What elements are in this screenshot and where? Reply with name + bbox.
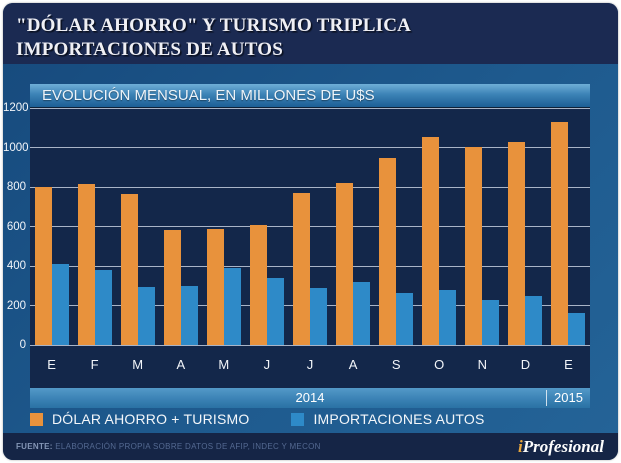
bar-importaciones-autos-8 [396, 293, 413, 345]
logo-profesional: Profesional [522, 437, 604, 456]
title-line-2: IMPORTACIONES DE AUTOS [16, 39, 283, 60]
logo-i: i [518, 437, 523, 456]
legend-label-importaciones-autos: IMPORTACIONES AUTOS [313, 411, 485, 427]
bar-dolar-ahorro-turismo-7 [336, 183, 353, 345]
gridline-1000 [30, 147, 590, 148]
bar-dolar-ahorro-turismo-4 [207, 229, 224, 345]
bars-layer [30, 107, 590, 346]
gridline-400 [30, 265, 590, 267]
x-tick-6: J [306, 357, 314, 372]
gridline-600 [30, 226, 590, 227]
bar-importaciones-autos-1 [95, 270, 112, 345]
x-tick-11: D [520, 357, 531, 372]
iprofesional-logo: iProfesional [518, 438, 604, 455]
y-tick-400: 400 [6, 260, 26, 272]
x-tick-9: O [434, 357, 445, 372]
chart-area: EVOLUCIÓN MENSUAL, EN MILLONES DE U$S 0 2… [3, 64, 618, 433]
x-tick-2: M [132, 357, 144, 372]
x-tick-8: S [391, 357, 401, 372]
chart-subtitle: EVOLUCIÓN MENSUAL, EN MILLONES DE U$S [42, 87, 375, 104]
bar-dolar-ahorro-turismo-3 [164, 230, 181, 345]
bar-dolar-ahorro-turismo-11 [508, 142, 525, 345]
footer: FUENTE: ELABORACIÓN PROPIA SOBRE DATOS D… [3, 433, 618, 460]
year-label-2015: 2015 [554, 390, 583, 405]
title-block: "DÓLAR AHORRO" Y TURISMO TRIPLICA IMPORT… [3, 3, 618, 64]
y-tick-0: 0 [19, 339, 26, 351]
bar-importaciones-autos-9 [439, 290, 456, 345]
year-band: 2014 2015 [30, 388, 590, 408]
bar-importaciones-autos-6 [310, 288, 327, 345]
x-tick-7: A [348, 357, 358, 372]
bar-dolar-ahorro-turismo-6 [293, 193, 310, 345]
gridline-0 [30, 344, 590, 346]
legend-swatch-importaciones-autos [291, 412, 305, 426]
bar-dolar-ahorro-turismo-12 [551, 122, 568, 345]
y-tick-1200: 1200 [3, 102, 29, 114]
bar-importaciones-autos-4 [224, 268, 241, 345]
title-line-1: "DÓLAR AHORRO" Y TURISMO TRIPLICA [16, 15, 412, 36]
x-tick-0: E [47, 357, 56, 372]
bar-importaciones-autos-2 [138, 287, 155, 345]
y-tick-800: 800 [6, 181, 26, 193]
legend-swatch-dolar-ahorro [30, 412, 43, 426]
gridline-800 [30, 186, 590, 188]
bar-dolar-ahorro-turismo-1 [78, 184, 95, 345]
y-tick-1000: 1000 [3, 141, 29, 154]
bar-dolar-ahorro-turismo-2 [121, 194, 138, 345]
source-label: FUENTE: [16, 442, 53, 451]
bar-importaciones-autos-10 [482, 300, 499, 345]
bar-importaciones-autos-11 [525, 296, 542, 345]
infographic-card: "DÓLAR AHORRO" Y TURISMO TRIPLICA IMPORT… [3, 3, 618, 460]
bar-dolar-ahorro-turismo-9 [422, 137, 439, 345]
bar-importaciones-autos-7 [353, 282, 370, 345]
bar-importaciones-autos-5 [267, 278, 284, 345]
gridline-1200 [30, 107, 590, 109]
x-tick-10: N [477, 357, 488, 372]
x-tick-4: M [218, 357, 230, 372]
year-divider [546, 390, 547, 406]
x-tick-3: A [176, 357, 186, 372]
bar-importaciones-autos-12 [568, 313, 585, 345]
bar-importaciones-autos-3 [181, 286, 198, 345]
bar-dolar-ahorro-turismo-0 [35, 187, 52, 345]
year-label-2014: 2014 [295, 390, 325, 405]
x-tick-1: F [90, 357, 99, 372]
y-tick-600: 600 [6, 220, 26, 233]
bar-importaciones-autos-0 [52, 264, 69, 345]
legend: DÓLAR AHORRO + TURISMO IMPORTACIONES AUT… [30, 411, 485, 427]
y-tick-200: 200 [6, 299, 26, 312]
bar-dolar-ahorro-turismo-5 [250, 225, 267, 345]
x-tick-5: J [263, 357, 271, 372]
x-tick-12: E [564, 357, 573, 372]
bar-dolar-ahorro-turismo-8 [379, 158, 396, 345]
source-text: ELABORACIÓN PROPIA SOBRE DATOS DE AFIP, … [55, 442, 321, 451]
source-note: FUENTE: ELABORACIÓN PROPIA SOBRE DATOS D… [16, 442, 321, 451]
legend-label-dolar-ahorro: DÓLAR AHORRO + TURISMO [52, 411, 250, 427]
chart-subtitle-bar: EVOLUCIÓN MENSUAL, EN MILLONES DE U$S [30, 84, 590, 109]
bar-dolar-ahorro-turismo-10 [465, 147, 482, 345]
